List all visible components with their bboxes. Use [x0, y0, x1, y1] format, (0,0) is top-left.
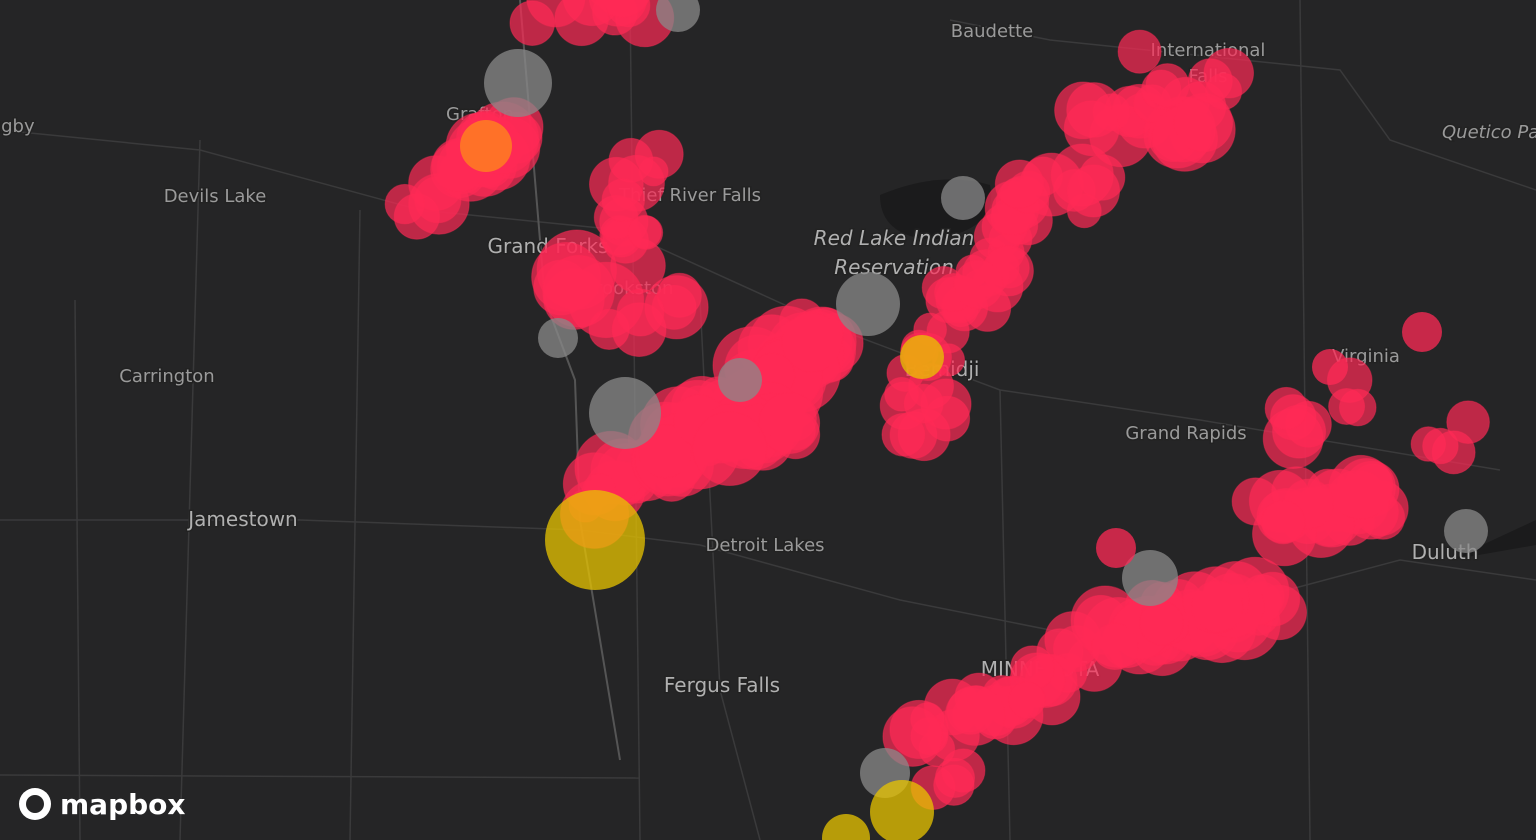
marker [1328, 387, 1366, 426]
place-label: Devils Lake [164, 186, 267, 207]
marker [941, 748, 986, 793]
place-label: Red Lake Indian [814, 226, 975, 250]
attribution: mapbox [19, 788, 185, 821]
marker [870, 780, 934, 840]
marker [545, 490, 645, 590]
marker [484, 49, 552, 117]
marker [538, 318, 578, 358]
marker [554, 0, 609, 47]
marker [882, 706, 944, 767]
marker [656, 0, 700, 32]
marker [822, 814, 870, 840]
marker [692, 411, 768, 487]
marker [627, 214, 662, 249]
place-label: Rugby [0, 116, 35, 137]
marker [1312, 349, 1348, 385]
marker [1063, 100, 1120, 157]
marker [1261, 500, 1306, 545]
marker [616, 288, 665, 337]
marker [944, 685, 1006, 746]
marker [1008, 681, 1046, 719]
marker [1117, 29, 1162, 74]
place-label: Detroit Lakes [705, 535, 824, 556]
marker [903, 383, 944, 424]
marker [601, 178, 646, 222]
marker [941, 176, 985, 220]
place-label: Baudette [951, 21, 1033, 42]
marker [1328, 454, 1394, 520]
marker [781, 312, 842, 373]
marker [881, 412, 926, 457]
place-label: Quetico Park [1442, 122, 1536, 143]
marker [994, 159, 1045, 209]
marker [384, 183, 426, 225]
marker [1402, 312, 1442, 352]
marker [589, 377, 661, 449]
marker [953, 259, 1004, 310]
mapbox-logo-inner [26, 795, 44, 813]
marker [1422, 427, 1459, 465]
marker [1444, 509, 1488, 553]
marker [1122, 550, 1178, 606]
marker [758, 392, 821, 455]
markers [384, 0, 1490, 840]
marker [1446, 400, 1490, 444]
marker [1091, 622, 1139, 671]
marker [595, 0, 650, 18]
marker [1264, 386, 1308, 431]
marker [1139, 600, 1184, 646]
place-label: Carrington [119, 366, 214, 387]
marker [1066, 164, 1121, 218]
place-label: Grand Rapids [1125, 423, 1246, 444]
place-label: Fergus Falls [664, 673, 780, 697]
marker [638, 424, 692, 479]
attribution-text: mapbox [60, 788, 185, 821]
marker [1191, 580, 1244, 633]
marker [900, 335, 944, 379]
marker [718, 358, 762, 402]
marker [542, 254, 615, 328]
place-label: Jamestown [186, 507, 297, 531]
marker [1096, 528, 1136, 568]
place-label: Reservation [834, 255, 954, 279]
marker [460, 120, 512, 172]
marker [1203, 47, 1255, 99]
marker [836, 272, 900, 336]
marker [1145, 63, 1190, 108]
